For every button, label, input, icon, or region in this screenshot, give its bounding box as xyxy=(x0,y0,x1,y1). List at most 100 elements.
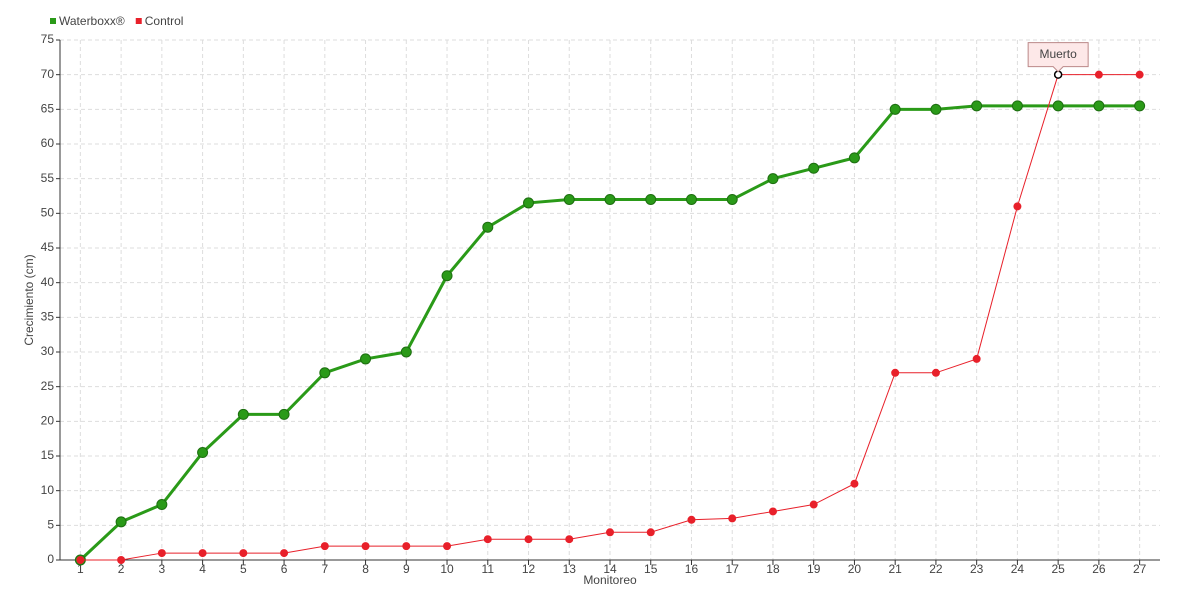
data-point xyxy=(1134,100,1146,112)
x-tick-label: 21 xyxy=(889,562,903,576)
data-point xyxy=(848,152,860,164)
data-point xyxy=(1052,100,1064,112)
data-point xyxy=(565,535,574,544)
data-point xyxy=(483,535,492,544)
data-point xyxy=(645,193,657,205)
y-tick-label: 65 xyxy=(41,102,55,116)
data-point xyxy=(808,162,820,174)
x-tick-label: 5 xyxy=(240,562,247,576)
data-point xyxy=(400,346,412,358)
x-tick-label: 17 xyxy=(726,562,740,576)
x-tick-label: 26 xyxy=(1092,562,1106,576)
x-tick-label: 13 xyxy=(563,562,577,576)
x-tick-label: 1 xyxy=(77,562,84,576)
x-tick-label: 9 xyxy=(403,562,410,576)
y-tick-label: 70 xyxy=(41,67,55,81)
x-tick-label: 19 xyxy=(807,562,821,576)
y-tick-label: 40 xyxy=(41,275,55,289)
data-point xyxy=(563,193,575,205)
x-axis-label: Monitoreo xyxy=(583,573,637,587)
legend-swatch xyxy=(50,18,56,24)
data-point xyxy=(889,103,901,115)
y-tick-label: 35 xyxy=(41,310,55,324)
y-tick-label: 45 xyxy=(41,240,55,254)
x-tick-label: 11 xyxy=(482,562,495,576)
annotation-label: Muerto xyxy=(1039,47,1077,61)
data-point xyxy=(157,549,166,558)
x-tick-label: 20 xyxy=(848,562,862,576)
data-point xyxy=(971,100,983,112)
data-point xyxy=(850,479,859,488)
data-point xyxy=(606,528,614,537)
legend-label: Waterboxx® xyxy=(59,14,125,28)
data-point xyxy=(115,516,127,528)
legend-swatch xyxy=(135,18,142,24)
x-tick-label: 8 xyxy=(362,562,369,576)
data-point xyxy=(1093,100,1105,112)
data-point xyxy=(197,447,209,459)
x-tick-label: 3 xyxy=(159,562,166,576)
data-point xyxy=(280,549,289,558)
data-point xyxy=(360,353,372,365)
data-point xyxy=(728,514,737,523)
data-point xyxy=(239,549,248,558)
data-point xyxy=(767,173,779,185)
data-point xyxy=(726,193,738,205)
x-tick-label: 25 xyxy=(1051,562,1065,576)
y-tick-label: 55 xyxy=(41,171,55,185)
data-point xyxy=(443,542,452,551)
data-point xyxy=(402,542,411,551)
data-point xyxy=(441,270,453,282)
data-point xyxy=(320,542,329,551)
data-point xyxy=(809,500,818,509)
y-tick-label: 0 xyxy=(47,552,54,566)
data-point xyxy=(319,367,331,379)
y-tick-label: 20 xyxy=(41,414,55,428)
y-axis-label: Crecimiento (cm) xyxy=(22,254,36,345)
y-tick-label: 30 xyxy=(41,344,55,358)
legend-label: Control xyxy=(145,14,184,28)
data-point xyxy=(361,542,370,551)
x-tick-label: 4 xyxy=(199,562,206,576)
data-point xyxy=(524,535,533,544)
x-tick-label: 18 xyxy=(766,562,780,576)
x-tick-label: 2 xyxy=(118,562,125,576)
x-tick-label: 12 xyxy=(522,562,536,576)
y-tick-label: 10 xyxy=(41,483,55,497)
data-point xyxy=(1011,100,1023,112)
data-point xyxy=(972,354,981,363)
data-point xyxy=(482,221,494,233)
data-point xyxy=(237,408,249,420)
data-point xyxy=(76,556,85,564)
y-tick-label: 25 xyxy=(41,379,55,393)
x-tick-label: 24 xyxy=(1011,562,1025,576)
data-point xyxy=(156,499,168,511)
x-tick-label: 27 xyxy=(1133,562,1147,576)
y-tick-label: 75 xyxy=(41,32,55,46)
x-tick-label: 15 xyxy=(644,562,658,576)
x-tick-label: 6 xyxy=(281,562,288,576)
x-tick-label: 10 xyxy=(440,562,454,576)
data-point xyxy=(1013,202,1022,211)
data-point xyxy=(523,197,535,209)
annotation-box xyxy=(1027,42,1089,73)
data-point xyxy=(646,528,655,537)
data-point xyxy=(685,193,697,205)
data-point xyxy=(687,515,696,524)
data-point xyxy=(930,103,942,115)
data-point xyxy=(1094,70,1103,79)
x-tick-label: 23 xyxy=(970,562,984,576)
y-tick-label: 15 xyxy=(41,448,55,462)
data-point xyxy=(604,193,616,205)
y-tick-label: 60 xyxy=(41,136,55,150)
data-point xyxy=(891,368,900,377)
x-tick-label: 14 xyxy=(603,562,617,576)
y-tick-label: 50 xyxy=(41,206,55,220)
data-point xyxy=(1135,70,1144,79)
data-point xyxy=(931,368,940,377)
data-point xyxy=(117,556,126,564)
x-tick-label: 22 xyxy=(929,562,943,576)
data-point xyxy=(768,507,777,516)
data-point xyxy=(278,408,290,420)
